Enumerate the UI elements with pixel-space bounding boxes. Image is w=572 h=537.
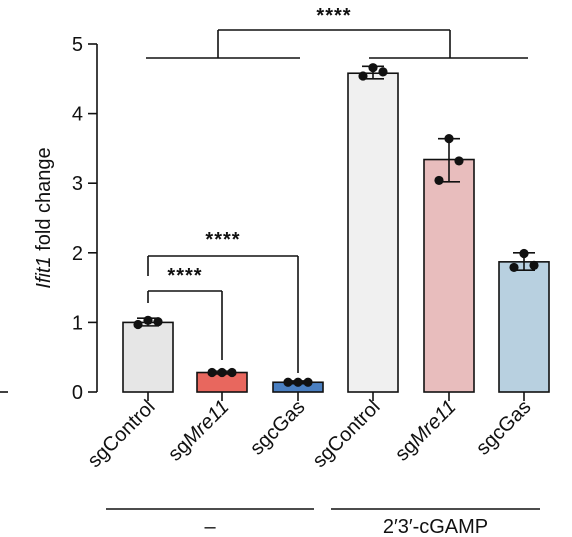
category-label: sgcGas <box>246 396 310 460</box>
data-point <box>444 134 454 144</box>
data-point <box>368 63 378 73</box>
y-axis-title-gene: Ifit1 <box>33 256 55 288</box>
y-tick-label: 4 <box>72 104 83 126</box>
y-axis-title-rest: fold change <box>33 147 55 256</box>
y-tick-label: 1 <box>72 312 83 334</box>
significance-annotations: ************ <box>146 5 528 373</box>
data-point <box>378 67 388 77</box>
data-point <box>217 367 227 378</box>
y-tick-label: 3 <box>72 173 83 195</box>
bar <box>423 158 475 393</box>
sig-label: **** <box>316 5 351 27</box>
data-point <box>529 260 539 270</box>
data-point <box>454 156 464 166</box>
data-points <box>133 63 539 387</box>
data-point <box>133 319 143 330</box>
y-axis-title: Ifit1 fold change <box>33 147 55 288</box>
group-label: – <box>204 516 216 537</box>
data-point <box>143 315 153 325</box>
data-point <box>227 367 237 378</box>
data-point <box>153 317 163 327</box>
category-label-name: Mre11 <box>406 396 461 451</box>
bar <box>498 261 550 393</box>
category-label-name: cGas <box>261 396 310 445</box>
y-axis: 0 1 2 3 4 5 <box>0 34 98 404</box>
data-point <box>207 367 217 378</box>
y-tick-label: 5 <box>72 34 83 56</box>
data-point <box>283 377 293 387</box>
group-label: 2′3′-cGAMP <box>383 516 488 537</box>
data-point <box>358 71 368 81</box>
error-bars <box>137 65 535 385</box>
category-label: sgMre11 <box>164 396 234 466</box>
sig-label: **** <box>205 229 240 251</box>
category-label: sgControl <box>308 396 384 472</box>
data-point <box>519 248 529 259</box>
data-point <box>293 377 303 387</box>
category-label: sgcGas <box>472 396 536 460</box>
data-point <box>509 262 519 273</box>
category-label: sgMre11 <box>391 396 461 466</box>
category-label-name: cGas <box>487 396 536 445</box>
group-labels: – 2′3′-cGAMP <box>106 508 540 537</box>
y-tick-label: 2 <box>72 243 83 265</box>
sig-label: **** <box>167 265 202 287</box>
category-label-name: Mre11 <box>179 396 234 451</box>
category-label-name: Control <box>98 396 159 457</box>
bars <box>122 72 550 393</box>
category-label: sgControl <box>83 396 159 472</box>
category-label-name: Control <box>323 396 384 457</box>
y-tick-label: 0 <box>72 382 83 404</box>
bar <box>122 321 174 393</box>
bar <box>347 72 399 393</box>
data-point <box>303 377 313 387</box>
data-point <box>434 175 444 186</box>
